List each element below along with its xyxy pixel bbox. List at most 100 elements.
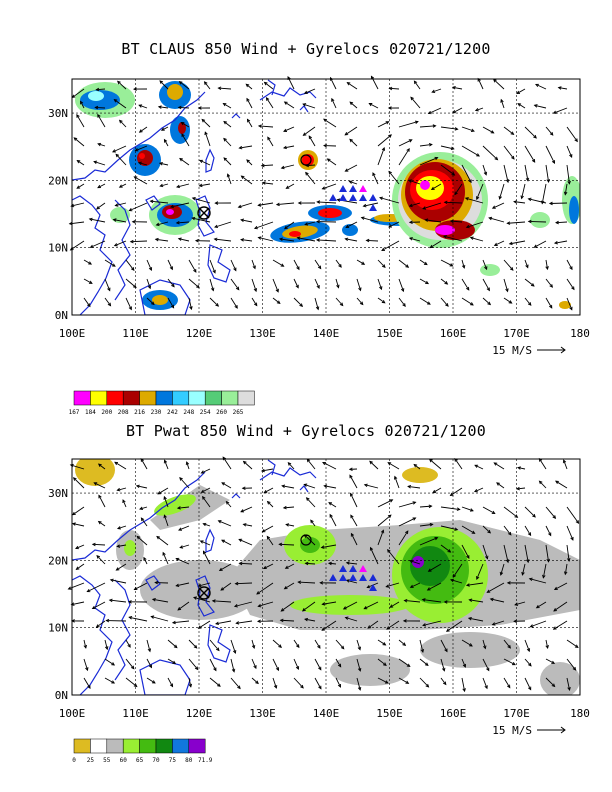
wind-arrowhead	[114, 203, 119, 207]
wind-arrow	[377, 259, 386, 268]
wind-arrow	[115, 153, 127, 166]
wind-arrow	[398, 148, 410, 166]
wind-arrowhead	[223, 157, 228, 161]
wind-arrow	[150, 200, 169, 204]
wind-arrow	[446, 620, 463, 632]
wind-arrowhead	[462, 688, 466, 693]
colorbar-swatch	[221, 390, 239, 406]
wind-arrow	[503, 145, 515, 160]
colorbar-swatch	[106, 738, 124, 754]
wind-arrowhead	[221, 539, 225, 543]
wind-arrow	[563, 459, 568, 470]
wind-arrow	[209, 297, 219, 307]
wind-arrow	[566, 544, 570, 562]
wind-arrow	[219, 563, 232, 571]
wind-arrowhead	[245, 83, 250, 88]
wind-arrow	[419, 297, 431, 305]
wind-arrowhead	[246, 118, 251, 123]
wind-arrowhead	[542, 574, 546, 579]
wind-arrowhead	[572, 666, 577, 671]
longitude-label: 170E	[503, 327, 530, 340]
colorbar-label: 265	[233, 409, 244, 416]
wind-arrowhead	[304, 617, 309, 622]
wind-arrow	[461, 677, 466, 692]
wind-arrow	[322, 183, 337, 190]
latitude-label: 0N	[55, 689, 68, 702]
wind-arrowhead	[444, 648, 448, 653]
wind-arrowhead	[315, 306, 320, 311]
latitude-label: 10N	[48, 622, 68, 635]
wind-arrowhead	[160, 127, 165, 131]
wind-arrow	[141, 517, 148, 527]
wind-arrow	[226, 501, 232, 508]
wind-arrowhead	[135, 484, 140, 489]
coastline	[299, 105, 309, 113]
wind-arrow	[251, 259, 256, 269]
wind-arrowhead	[506, 221, 511, 225]
wind-arrowhead	[97, 520, 102, 525]
wind-arrow	[474, 487, 484, 493]
wind-arrow	[104, 297, 111, 306]
wind-arrowhead	[428, 504, 433, 509]
colorbar-swatch	[122, 738, 140, 754]
wind-arrow	[419, 278, 429, 284]
wind-arrow	[517, 467, 526, 470]
wind-arrowhead	[178, 527, 182, 531]
wind-arrowhead	[111, 662, 116, 666]
wind-arrowhead	[213, 237, 218, 242]
wind-arrowhead	[242, 523, 247, 527]
longitude-label: 160E	[440, 707, 467, 720]
wind-arrow	[264, 82, 274, 90]
wind-arrow	[293, 658, 299, 670]
wind-arrow	[261, 164, 274, 167]
colorbar-label: 254	[200, 409, 211, 416]
wind-arrowhead	[490, 130, 495, 134]
wind-arrow	[83, 259, 92, 265]
wind-arrowhead	[327, 561, 332, 566]
wind-arrow	[77, 160, 85, 166]
longitude-label: 180	[570, 327, 590, 340]
wind-arrow	[529, 578, 547, 584]
wind-arrowhead	[97, 142, 102, 147]
wind-arrow	[164, 460, 169, 470]
wind-arrow	[545, 145, 555, 164]
wind-arrowhead	[149, 199, 154, 204]
wind-arrow	[125, 259, 135, 271]
longitude-label: 100E	[59, 327, 86, 340]
wind-arrowhead	[211, 599, 216, 603]
wind-arrowhead	[179, 157, 183, 162]
wind-arrow	[279, 238, 295, 242]
wind-arrowhead	[267, 136, 271, 141]
wind-arrowhead	[425, 683, 430, 688]
wind-arrow	[134, 176, 148, 185]
wind-arrow	[414, 80, 421, 90]
wind-arrowhead	[443, 200, 448, 205]
wind-arrow	[146, 658, 152, 668]
wind-arrowhead	[549, 284, 553, 288]
wind-arrowhead	[464, 197, 469, 201]
wind-arrowhead	[420, 649, 425, 654]
wind-arrow	[95, 106, 106, 109]
wind-arrowhead	[130, 665, 135, 670]
marker-cross	[198, 587, 210, 599]
wind-arrowhead	[452, 110, 456, 114]
wind-arrowhead	[89, 244, 94, 249]
wind-arrow	[115, 202, 127, 207]
wind-arrowhead	[200, 470, 205, 474]
wind-arrowhead	[117, 80, 121, 85]
wind-arrow	[335, 297, 344, 306]
wind-arrowhead	[387, 548, 391, 553]
longitude-label: 110E	[122, 707, 149, 720]
field-contour	[569, 196, 579, 224]
wind-arrowhead	[451, 86, 456, 90]
wind-arrow	[440, 278, 448, 285]
wind-arrow	[440, 658, 445, 671]
wind-arrow	[432, 487, 442, 494]
wind-arrow	[159, 80, 169, 90]
wind-arrow	[566, 164, 570, 184]
wind-arrow	[76, 114, 85, 128]
wind-arrowhead	[302, 103, 307, 107]
wind-arrow	[440, 677, 447, 685]
wind-arrowhead	[147, 285, 152, 290]
wind-arrowhead	[137, 161, 142, 166]
